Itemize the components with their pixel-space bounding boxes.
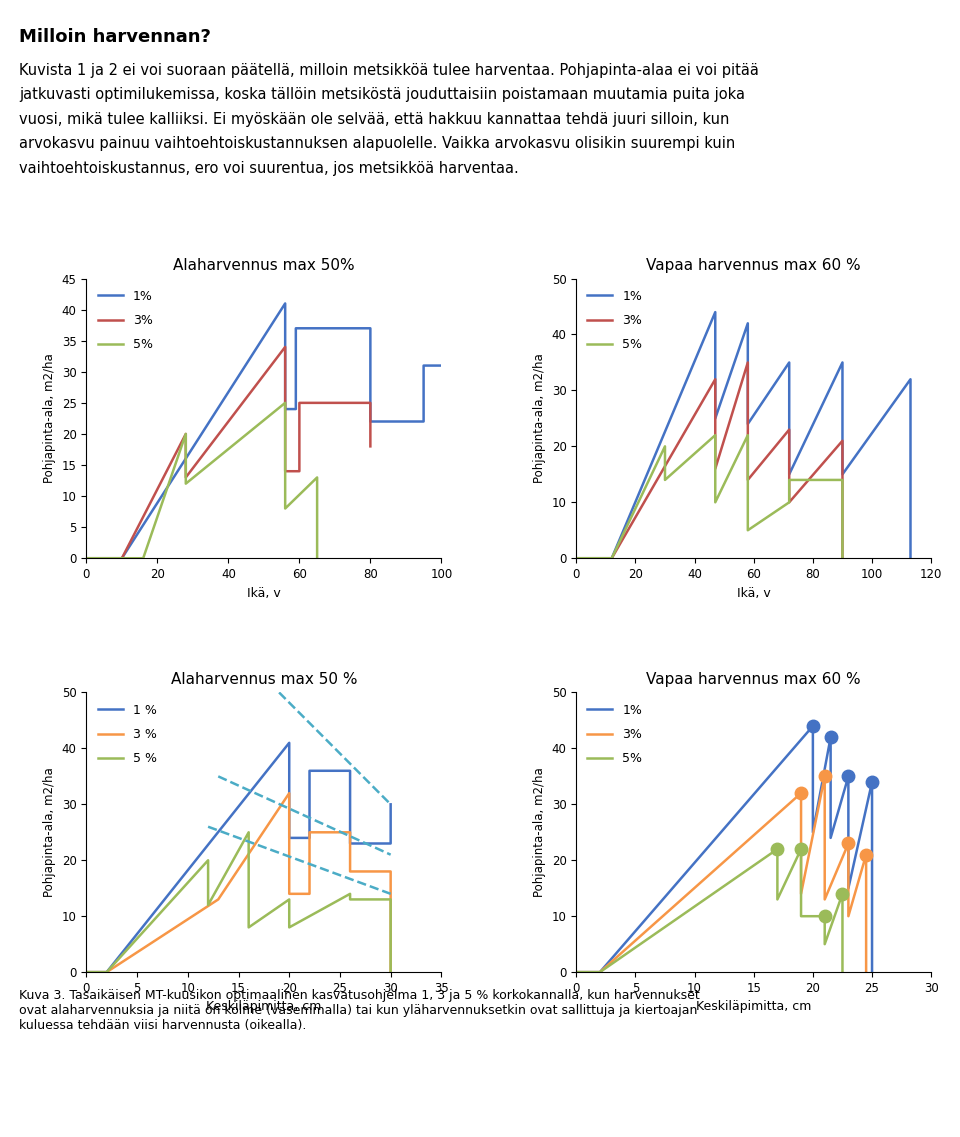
- Text: Kuva 3. Tasaikäisen MT-kuusikon optimaalinen kasvatusohjelma 1, 3 ja 5 % korkoka: Kuva 3. Tasaikäisen MT-kuusikon optimaal…: [19, 989, 700, 1032]
- Text: Kuvista 1 ja 2 ei voi suoraan päätellä, milloin metsikköä tulee harventaa. Pohja: Kuvista 1 ja 2 ei voi suoraan päätellä, …: [19, 63, 759, 176]
- Y-axis label: Pohjapinta-ala, m2/ha: Pohjapinta-ala, m2/ha: [533, 767, 546, 897]
- Y-axis label: Pohjapinta-ala, m2/ha: Pohjapinta-ala, m2/ha: [43, 767, 57, 897]
- Title: Vapaa harvennus max 60 %: Vapaa harvennus max 60 %: [646, 672, 861, 687]
- X-axis label: Ikä, v: Ikä, v: [247, 587, 280, 599]
- Title: Alaharvennus max 50%: Alaharvennus max 50%: [173, 258, 354, 273]
- X-axis label: Keskiläpimitta, cm: Keskiläpimitta, cm: [696, 1001, 811, 1013]
- X-axis label: Keskiläpimitta, cm: Keskiläpimitta, cm: [206, 1001, 322, 1013]
- Title: Vapaa harvennus max 60 %: Vapaa harvennus max 60 %: [646, 258, 861, 273]
- Title: Alaharvennus max 50 %: Alaharvennus max 50 %: [171, 672, 357, 687]
- Legend: 1%, 3%, 5%: 1%, 3%, 5%: [583, 284, 647, 356]
- Y-axis label: Pohjapinta-ala, m2/ha: Pohjapinta-ala, m2/ha: [533, 354, 546, 483]
- Legend: 1%, 3%, 5%: 1%, 3%, 5%: [93, 284, 157, 356]
- Text: Milloin harvennan?: Milloin harvennan?: [19, 28, 211, 47]
- Y-axis label: Pohjapinta-ala, m2/ha: Pohjapinta-ala, m2/ha: [43, 354, 57, 483]
- Legend: 1 %, 3 %, 5 %: 1 %, 3 %, 5 %: [93, 699, 161, 770]
- X-axis label: Ikä, v: Ikä, v: [737, 587, 771, 599]
- Legend: 1%, 3%, 5%: 1%, 3%, 5%: [583, 699, 647, 770]
